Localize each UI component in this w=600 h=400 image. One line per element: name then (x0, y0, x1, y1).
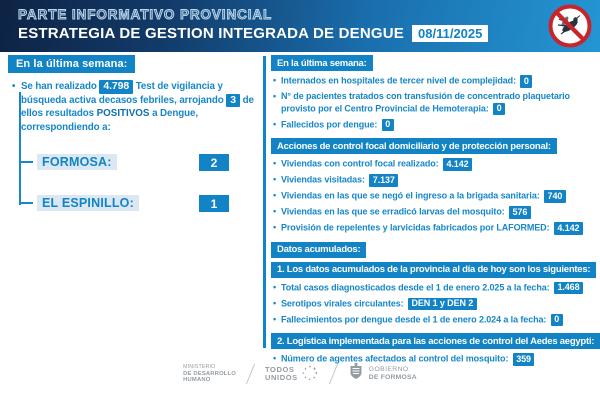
stat-value-badge: 576 (509, 206, 531, 219)
actions-stats-list: Viviendas con control focal realizado: 4… (273, 158, 594, 235)
stat-text: Internados en hospitales de tercer nivel… (281, 75, 516, 86)
formosa-crest-icon (348, 362, 364, 386)
intro-text: Test de vigilancia y búsqueda activa dec… (21, 81, 224, 106)
stat-value-badge: 0 (493, 102, 505, 115)
stat-text: Serotipos virales circulantes: (281, 298, 404, 308)
ministry-line: DE DESARROLLO (183, 370, 236, 377)
stat-item: Fallecidos por dengue: 0 (273, 118, 594, 131)
report-title-row: ESTRATEGIA DE GESTION INTEGRADA DE DENGU… (18, 25, 489, 42)
week-stats-list: Internados en hospitales de tercer nivel… (273, 75, 594, 131)
ministry-line: HUMANO (183, 377, 211, 384)
week-section-title: En la última semana: (271, 55, 373, 71)
location-label: FORMOSA: (37, 154, 117, 170)
stat-item: Fallecimientos por dengue desde el 1 de … (273, 313, 594, 326)
bullet-dot: • (12, 81, 16, 92)
todos-line: UNIDOS (264, 373, 298, 382)
stat-text: N° de pacientes tratados con transfusión… (281, 91, 570, 113)
logistics-subsection2-title: 2. Logística implementada para las accio… (271, 333, 600, 349)
stat-item: Viviendas visitadas: 7.137 (273, 174, 594, 187)
stat-item: Total casos diagnosticados desde el 1 de… (273, 281, 594, 294)
header-banner: PARTE INFORMATIVO PROVINCIAL ESTRATEGIA … (0, 0, 600, 52)
positives-count-badge: 3 (226, 93, 240, 107)
logistics-stats-list: Número de agentes afectados al control d… (273, 353, 594, 366)
positives-word: POSITIVOS (96, 108, 150, 119)
gobierno-formosa-logo: GOBIERNO DE FORMOSA (348, 362, 417, 386)
stat-item: Internados en hospitales de tercer nivel… (273, 75, 594, 88)
stat-item: Viviendas en las que se negó el ingreso … (273, 190, 594, 203)
gobierno-line: GOBIERNO (368, 366, 409, 374)
stat-value-badge: 0 (550, 313, 563, 326)
location-count-badge: 1 (199, 195, 229, 212)
stat-text: Total casos diagnosticados desde el 1 de… (281, 282, 550, 292)
stat-item: Serotipos virales circulantes: DEN 1 y D… (273, 297, 594, 310)
tests-count-badge: 4.798 (99, 80, 134, 94)
location-count-badge: 2 (199, 154, 229, 171)
left-section-title: En la última semana: (8, 55, 136, 73)
stat-item: Viviendas con control focal realizado: 4… (273, 158, 594, 171)
intro-text: Se han realizado (21, 81, 97, 92)
stat-value-badge: 4.142 (553, 222, 583, 235)
tree-branch-line (19, 202, 33, 204)
stat-item: Viviendas en las que se erradicó larvas … (273, 206, 594, 219)
slash-divider (245, 363, 256, 385)
stat-text: Viviendas visitadas: (281, 174, 365, 185)
intro-text: de ellos resultados (21, 94, 254, 120)
accumulated-stats-list: Total casos diagnosticados desde el 1 de… (273, 281, 594, 326)
stat-value-badge: 1.468 (553, 281, 583, 294)
serotypes-badge: DEN 1 y DEN 2 (407, 297, 477, 310)
stat-item: Provisión de repelentes y larvicidas fab… (273, 222, 594, 235)
weekly-tests-paragraph: • Se han realizado 4.798 Test de vigilan… (12, 80, 260, 134)
stat-text: Viviendas con control focal realizado: (281, 158, 439, 169)
stat-value-badge: 4.142 (442, 158, 473, 171)
stat-text: Viviendas en las que se erradicó larvas … (281, 206, 505, 217)
no-mosquito-icon (548, 4, 592, 48)
report-kicker: PARTE INFORMATIVO PROVINCIAL (18, 7, 273, 23)
tree-trunk-line (19, 92, 21, 205)
stat-text: Fallecimientos por dengue desde el 1 de … (281, 314, 547, 324)
footer-logos: MINISTERIO DE DESARROLLO HUMANO TODOS UN… (0, 362, 600, 386)
stat-item: N° de pacientes tratados con transfusión… (273, 91, 594, 115)
column-divider (263, 56, 266, 348)
stat-value-badge: 740 (544, 190, 566, 203)
stat-value-badge: 0 (381, 118, 394, 131)
weekly-summary-section: En la última semana: • Se han realizado … (8, 55, 262, 134)
stat-text: Viviendas en las que se negó el ingreso … (281, 190, 540, 201)
todos-unidos-logo: TODOS UNIDOS (265, 364, 319, 385)
ministry-logo: MINISTERIO DE DESARROLLO HUMANO (183, 364, 236, 384)
intro-text: a Dengue, correspondiendo a: (21, 108, 198, 133)
stats-column: En la última semana: Internados en hospi… (271, 55, 600, 373)
location-row-formosa: FORMOSA: 2 (19, 154, 229, 171)
location-label: EL ESPINILLO: (37, 195, 139, 211)
stat-text: Fallecidos por dengue: (281, 119, 378, 129)
stat-value-badge: 7.137 (369, 174, 399, 187)
report-date: 08/11/2025 (412, 25, 489, 42)
gobierno-line: DE FORMOSA (368, 374, 417, 381)
stat-value-badge: 359 (512, 353, 535, 366)
todos-line: TODOS (264, 364, 295, 374)
ministry-line: MINISTERIO (183, 363, 216, 370)
location-row-el-espinillo: EL ESPINILLO: 1 (19, 195, 229, 212)
tree-branch-line (19, 161, 33, 163)
todos-unidos-stars-icon (301, 364, 319, 385)
stat-value-badge: 0 (520, 75, 533, 88)
accumulated-subsection1-title: 1. Los datos acumulados de la provincia … (271, 261, 597, 278)
stat-text: Número de agentes afectados al control d… (281, 353, 509, 364)
actions-section-title: Acciones de control focal domiciliario y… (271, 138, 557, 154)
stat-text: Provisión de repelentes y larvicidas fab… (281, 222, 550, 233)
accumulated-section-title: Datos acumulados: (271, 241, 367, 258)
page-title: ESTRATEGIA DE GESTION INTEGRADA DE DENGU… (18, 25, 405, 42)
slash-divider (328, 363, 338, 385)
stat-item: Número de agentes afectados al control d… (273, 353, 594, 366)
